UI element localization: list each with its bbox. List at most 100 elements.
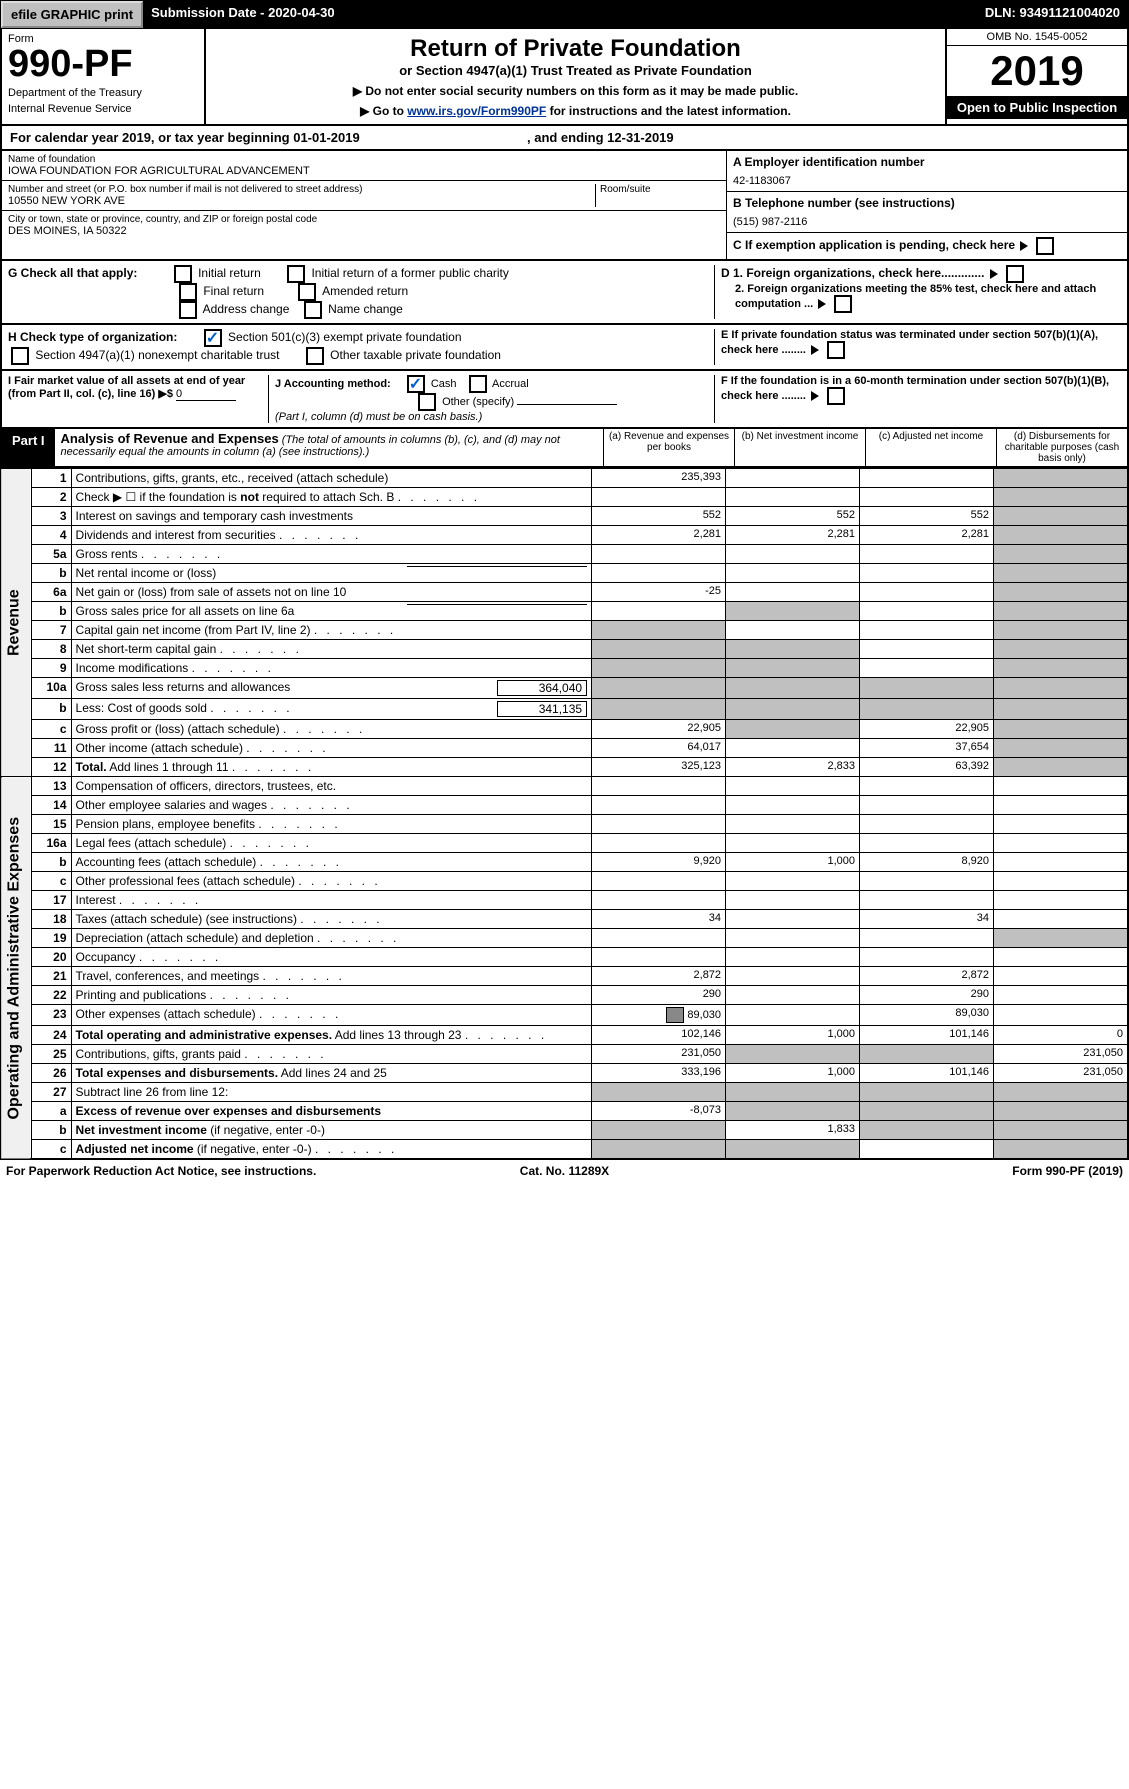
row-num: b <box>31 699 71 720</box>
row-num: a <box>31 1102 71 1121</box>
row-num: 14 <box>31 796 71 815</box>
cell-c <box>860 834 994 853</box>
part1-header: Part I Analysis of Revenue and Expenses … <box>0 429 1129 468</box>
row-desc: Check ▶ ☐ if the foundation is not requi… <box>71 488 592 507</box>
h-row: H Check type of organization: Section 50… <box>0 325 1129 371</box>
arrow-icon <box>811 345 819 355</box>
cell-a: 22,905 <box>592 720 726 739</box>
table-row: 21Travel, conferences, and meetings . . … <box>1 967 1128 986</box>
cb-other-acct[interactable] <box>418 393 436 411</box>
row-num: 11 <box>31 739 71 758</box>
cell-a: -25 <box>592 583 726 602</box>
row-desc: Contributions, gifts, grants, etc., rece… <box>71 469 592 488</box>
col-b: (b) Net investment income <box>734 429 865 466</box>
submission-date: Submission Date - 2020-04-30 <box>143 1 343 28</box>
cb-final[interactable] <box>179 283 197 301</box>
row-desc: Other employee salaries and wages . . . … <box>71 796 592 815</box>
checkbox-c[interactable] <box>1036 237 1054 255</box>
cb-f[interactable] <box>827 387 845 405</box>
cell-c: 101,146 <box>860 1064 994 1083</box>
cell-dd <box>993 1140 1128 1160</box>
cb-name[interactable] <box>304 301 322 319</box>
cell-a <box>592 1121 726 1140</box>
arrow-icon <box>818 299 826 309</box>
cb-d2[interactable] <box>834 295 852 313</box>
cell-dd: 231,050 <box>993 1045 1128 1064</box>
form-subtitle: or Section 4947(a)(1) Trust Treated as P… <box>212 63 939 78</box>
row-num: c <box>31 872 71 891</box>
footer: For Paperwork Reduction Act Notice, see … <box>0 1160 1129 1182</box>
row-num: b <box>31 853 71 872</box>
table-row: 23Other expenses (attach schedule) . . .… <box>1 1005 1128 1026</box>
cell-a <box>592 815 726 834</box>
table-row: 2Check ▶ ☐ if the foundation is not requ… <box>1 488 1128 507</box>
schedule-icon[interactable] <box>666 1007 684 1023</box>
omb: OMB No. 1545-0052 <box>947 29 1127 46</box>
table-row: 3Interest on savings and temporary cash … <box>1 507 1128 526</box>
row-num: 12 <box>31 758 71 777</box>
row-desc: Other income (attach schedule) . . . . .… <box>71 739 592 758</box>
cell-dd <box>993 720 1128 739</box>
row-desc: Dividends and interest from securities .… <box>71 526 592 545</box>
form-link[interactable]: www.irs.gov/Form990PF <box>407 104 546 118</box>
cell-a: 325,123 <box>592 758 726 777</box>
cb-initial[interactable] <box>174 265 192 283</box>
efile-button[interactable]: efile GRAPHIC print <box>1 1 143 28</box>
cb-501c3[interactable] <box>204 329 222 347</box>
tax-year: 2019 <box>947 46 1127 96</box>
cell-dd <box>993 853 1128 872</box>
cell-c: 2,281 <box>860 526 994 545</box>
cell-dd <box>993 758 1128 777</box>
cell-b <box>726 469 860 488</box>
cell-b <box>726 678 860 699</box>
cell-b <box>726 1083 860 1102</box>
cell-dd <box>993 986 1128 1005</box>
cell-a <box>592 929 726 948</box>
form-number: 990-PF <box>8 45 198 83</box>
cb-d1[interactable] <box>1006 265 1024 283</box>
cell-a: 333,196 <box>592 1064 726 1083</box>
cell-b <box>726 545 860 564</box>
row-num: 23 <box>31 1005 71 1026</box>
cell-a: 231,050 <box>592 1045 726 1064</box>
table-row: aExcess of revenue over expenses and dis… <box>1 1102 1128 1121</box>
cb-cash[interactable] <box>407 375 425 393</box>
cb-accrual[interactable] <box>469 375 487 393</box>
cell-dd <box>993 1102 1128 1121</box>
table-row: 14Other employee salaries and wages . . … <box>1 796 1128 815</box>
cell-b: 1,000 <box>726 1064 860 1083</box>
row-desc: Net investment income (if negative, ente… <box>71 1121 592 1140</box>
table-row: 10aGross sales less returns and allowanc… <box>1 678 1128 699</box>
row-desc: Net gain or (loss) from sale of assets n… <box>71 583 592 602</box>
cell-c <box>860 640 994 659</box>
row-num: 16a <box>31 834 71 853</box>
row-desc: Other professional fees (attach schedule… <box>71 872 592 891</box>
cell-c <box>860 545 994 564</box>
cb-e[interactable] <box>827 341 845 359</box>
row-desc: Gross rents . . . . . . . <box>71 545 592 564</box>
cb-address[interactable] <box>179 301 197 319</box>
cell-b <box>726 583 860 602</box>
cb-initial-former[interactable] <box>287 265 305 283</box>
side-label: Revenue <box>1 469 31 777</box>
table-row: bNet rental income or (loss) <box>1 564 1128 583</box>
cell-b <box>726 1102 860 1121</box>
cb-other-tax[interactable] <box>306 347 324 365</box>
cell-c <box>860 1121 994 1140</box>
form-number-box: Form 990-PF Department of the Treasury I… <box>2 29 206 124</box>
cell-c <box>860 891 994 910</box>
cell-c <box>860 815 994 834</box>
cell-dd <box>993 967 1128 986</box>
g-label: G Check all that apply: <box>8 266 137 280</box>
cell-b <box>726 1140 860 1160</box>
row-num: 5a <box>31 545 71 564</box>
cell-c <box>860 1102 994 1121</box>
cb-amended[interactable] <box>298 283 316 301</box>
cell-a <box>592 872 726 891</box>
cell-dd: 0 <box>993 1026 1128 1045</box>
cb-4947[interactable] <box>11 347 29 365</box>
calendar-bar: For calendar year 2019, or tax year begi… <box>0 126 1129 151</box>
telephone: (515) 987-2116 <box>733 216 1121 228</box>
cell-a <box>592 891 726 910</box>
cell-c <box>860 602 994 621</box>
